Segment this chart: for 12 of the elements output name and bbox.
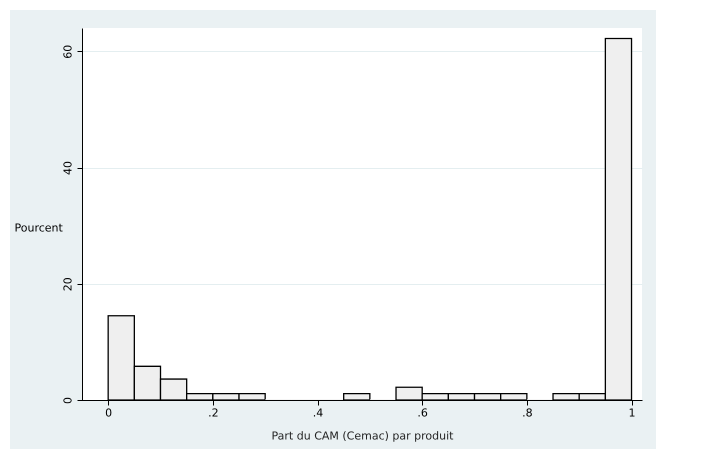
x-tick-label: .4 — [312, 406, 324, 420]
x-tick-label: .6 — [417, 406, 428, 420]
y-tick-label: 0 — [62, 397, 74, 404]
x-axis-title: Part du CAM (Cemac) par produit — [272, 430, 454, 442]
x-tick-label: .2 — [208, 406, 219, 420]
x-tick-label: 0 — [105, 406, 112, 420]
y-axis-title: Pourcent — [14, 222, 64, 234]
x-tick-label: 1 — [628, 406, 636, 420]
y-tick-label: 40 — [62, 161, 74, 175]
x-tick-label: .8 — [522, 406, 533, 420]
y-tick-label: 60 — [62, 44, 74, 59]
y-tick-label: 20 — [62, 277, 74, 292]
